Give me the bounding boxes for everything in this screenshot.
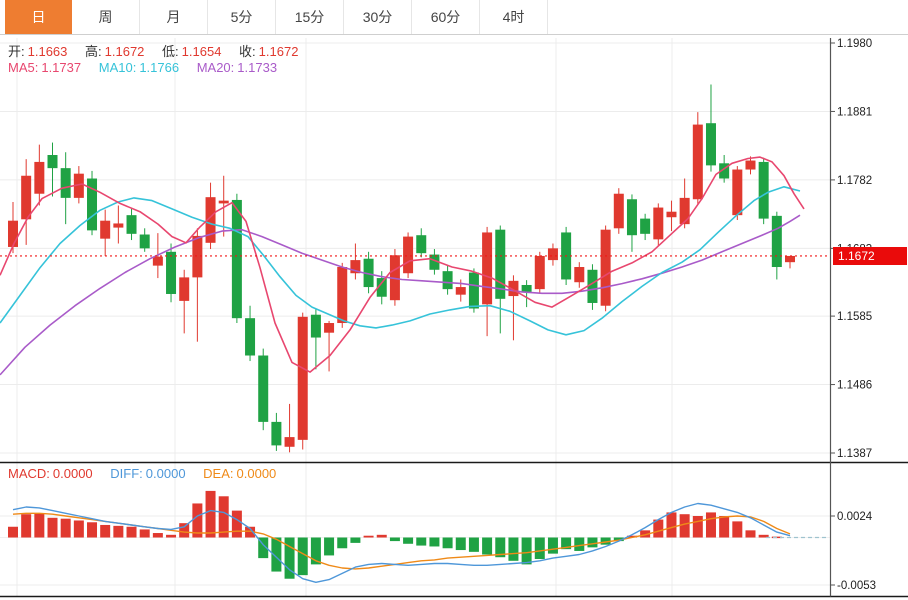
close-value: 1.1672 (258, 44, 299, 59)
tab-month[interactable]: 月 (140, 0, 208, 34)
high-value: 1.1672 (104, 44, 145, 59)
tab-60min[interactable]: 60分 (412, 0, 480, 34)
svg-text:1.1881: 1.1881 (837, 106, 872, 118)
diff-value: 0.0000 (145, 466, 186, 481)
tab-day[interactable]: 日 (5, 0, 72, 34)
open-value: 1.1663 (27, 44, 68, 59)
open-label: 开: (8, 44, 25, 59)
grid-layer (0, 38, 830, 597)
ma20-label: MA20: (196, 60, 235, 75)
svg-text:1.1585: 1.1585 (837, 311, 872, 323)
close-label: 收: (239, 44, 256, 59)
ma20-line (0, 214, 801, 376)
diff-line (12, 502, 791, 583)
ohlc-legend: 开: 1.1663 高: 1.1672 低: 1.1654 收: 1.1672 (8, 41, 312, 60)
tab-4hour[interactable]: 4时 (480, 0, 548, 34)
candles-layer (8, 84, 795, 453)
diff-label: DIFF: (110, 466, 143, 481)
svg-text:1.1980: 1.1980 (837, 38, 872, 50)
tab-30min[interactable]: 30分 (344, 0, 412, 34)
ma5-value: 1.1737 (41, 60, 82, 75)
svg-text:1.1486: 1.1486 (837, 380, 872, 392)
dea-label: DEA: (203, 466, 234, 481)
svg-text:1.1387: 1.1387 (837, 448, 872, 460)
timeframe-tabbar: 日 周 月 5分 15分 30分 60分 4时 (0, 0, 908, 35)
tab-week[interactable]: 周 (72, 0, 140, 34)
macd-histogram (8, 490, 782, 579)
current-price-badge: 1.1672 (833, 247, 907, 265)
macd-value: 0.0000 (52, 466, 93, 481)
ma10-label: MA10: (98, 60, 137, 75)
tab-5min[interactable]: 5分 (208, 0, 276, 34)
price-axis: 1.19801.18811.17821.16831.15851.14861.13… (0, 38, 908, 598)
macd-legend: MACD: 0.0000 DIFF: 0.0000 DEA: 0.0000 (8, 466, 290, 481)
svg-text:1.1782: 1.1782 (837, 175, 872, 187)
low-value: 1.1654 (181, 44, 222, 59)
macd-label: MACD: (8, 466, 50, 481)
ma5-line (0, 156, 805, 373)
svg-text:-0.0053: -0.0053 (837, 580, 876, 592)
ma-legend: MA5: 1.1737 MA10: 1.1766 MA20: 1.1733 (8, 60, 291, 75)
high-label: 高: (85, 44, 102, 59)
ma20-value: 1.1733 (237, 60, 278, 75)
ma10-value: 1.1766 (139, 60, 180, 75)
ma5-label: MA5: (8, 60, 39, 75)
dea-value: 0.0000 (236, 466, 277, 481)
tab-15min[interactable]: 15分 (276, 0, 344, 34)
svg-text:0.0024: 0.0024 (837, 511, 873, 523)
low-label: 低: (162, 44, 179, 59)
ma10-line (0, 186, 801, 336)
